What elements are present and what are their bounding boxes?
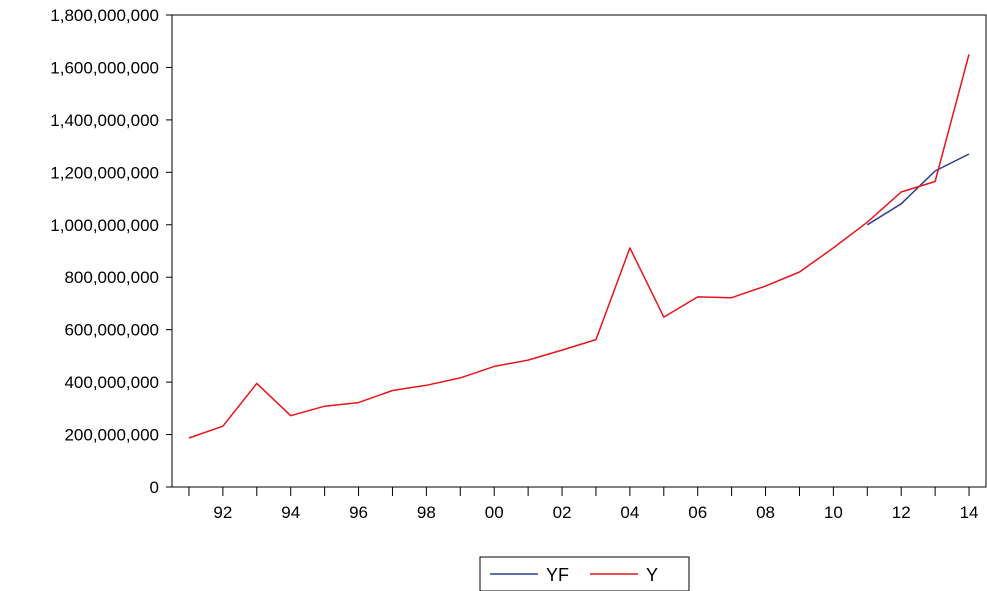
x-tick-label: 96 (349, 503, 368, 522)
x-tick-label: 92 (213, 503, 232, 522)
y-tick-label: 1,800,000,000 (50, 6, 159, 25)
y-tick-label: 600,000,000 (64, 321, 159, 340)
x-axis: 92 94 96 98 00 02 04 06 08 10 12 14 (189, 487, 979, 522)
y-tick-label: 1,200,000,000 (50, 163, 159, 182)
x-tick-label: 06 (688, 503, 707, 522)
x-tick-label: 94 (281, 503, 300, 522)
y-tick-label: 200,000,000 (64, 426, 159, 445)
y-tick-label: 400,000,000 (64, 373, 159, 392)
y-tick-label: 1,600,000,000 (50, 58, 159, 77)
x-tick-label: 02 (553, 503, 572, 522)
y-tick-label: 1,000,000,000 (50, 216, 159, 235)
x-tick-label: 10 (824, 503, 843, 522)
x-tick-label: 08 (756, 503, 775, 522)
legend: YF Y (480, 557, 689, 591)
x-tick-label: 00 (485, 503, 504, 522)
x-tick-label: 98 (417, 503, 436, 522)
plot-area (172, 15, 986, 487)
y-tick-label: 0 (150, 478, 159, 497)
y-tick-label: 800,000,000 (64, 268, 159, 287)
legend-label-y: Y (646, 565, 658, 585)
x-tick-label: 04 (620, 503, 639, 522)
y-axis: 0 200,000,000 400,000,000 600,000,000 800,00… (50, 6, 172, 497)
legend-label-yf: YF (546, 565, 569, 585)
x-tick-label: 14 (960, 503, 979, 522)
x-tick-label: 12 (892, 503, 911, 522)
y-tick-label: 1,400,000,000 (50, 111, 159, 130)
